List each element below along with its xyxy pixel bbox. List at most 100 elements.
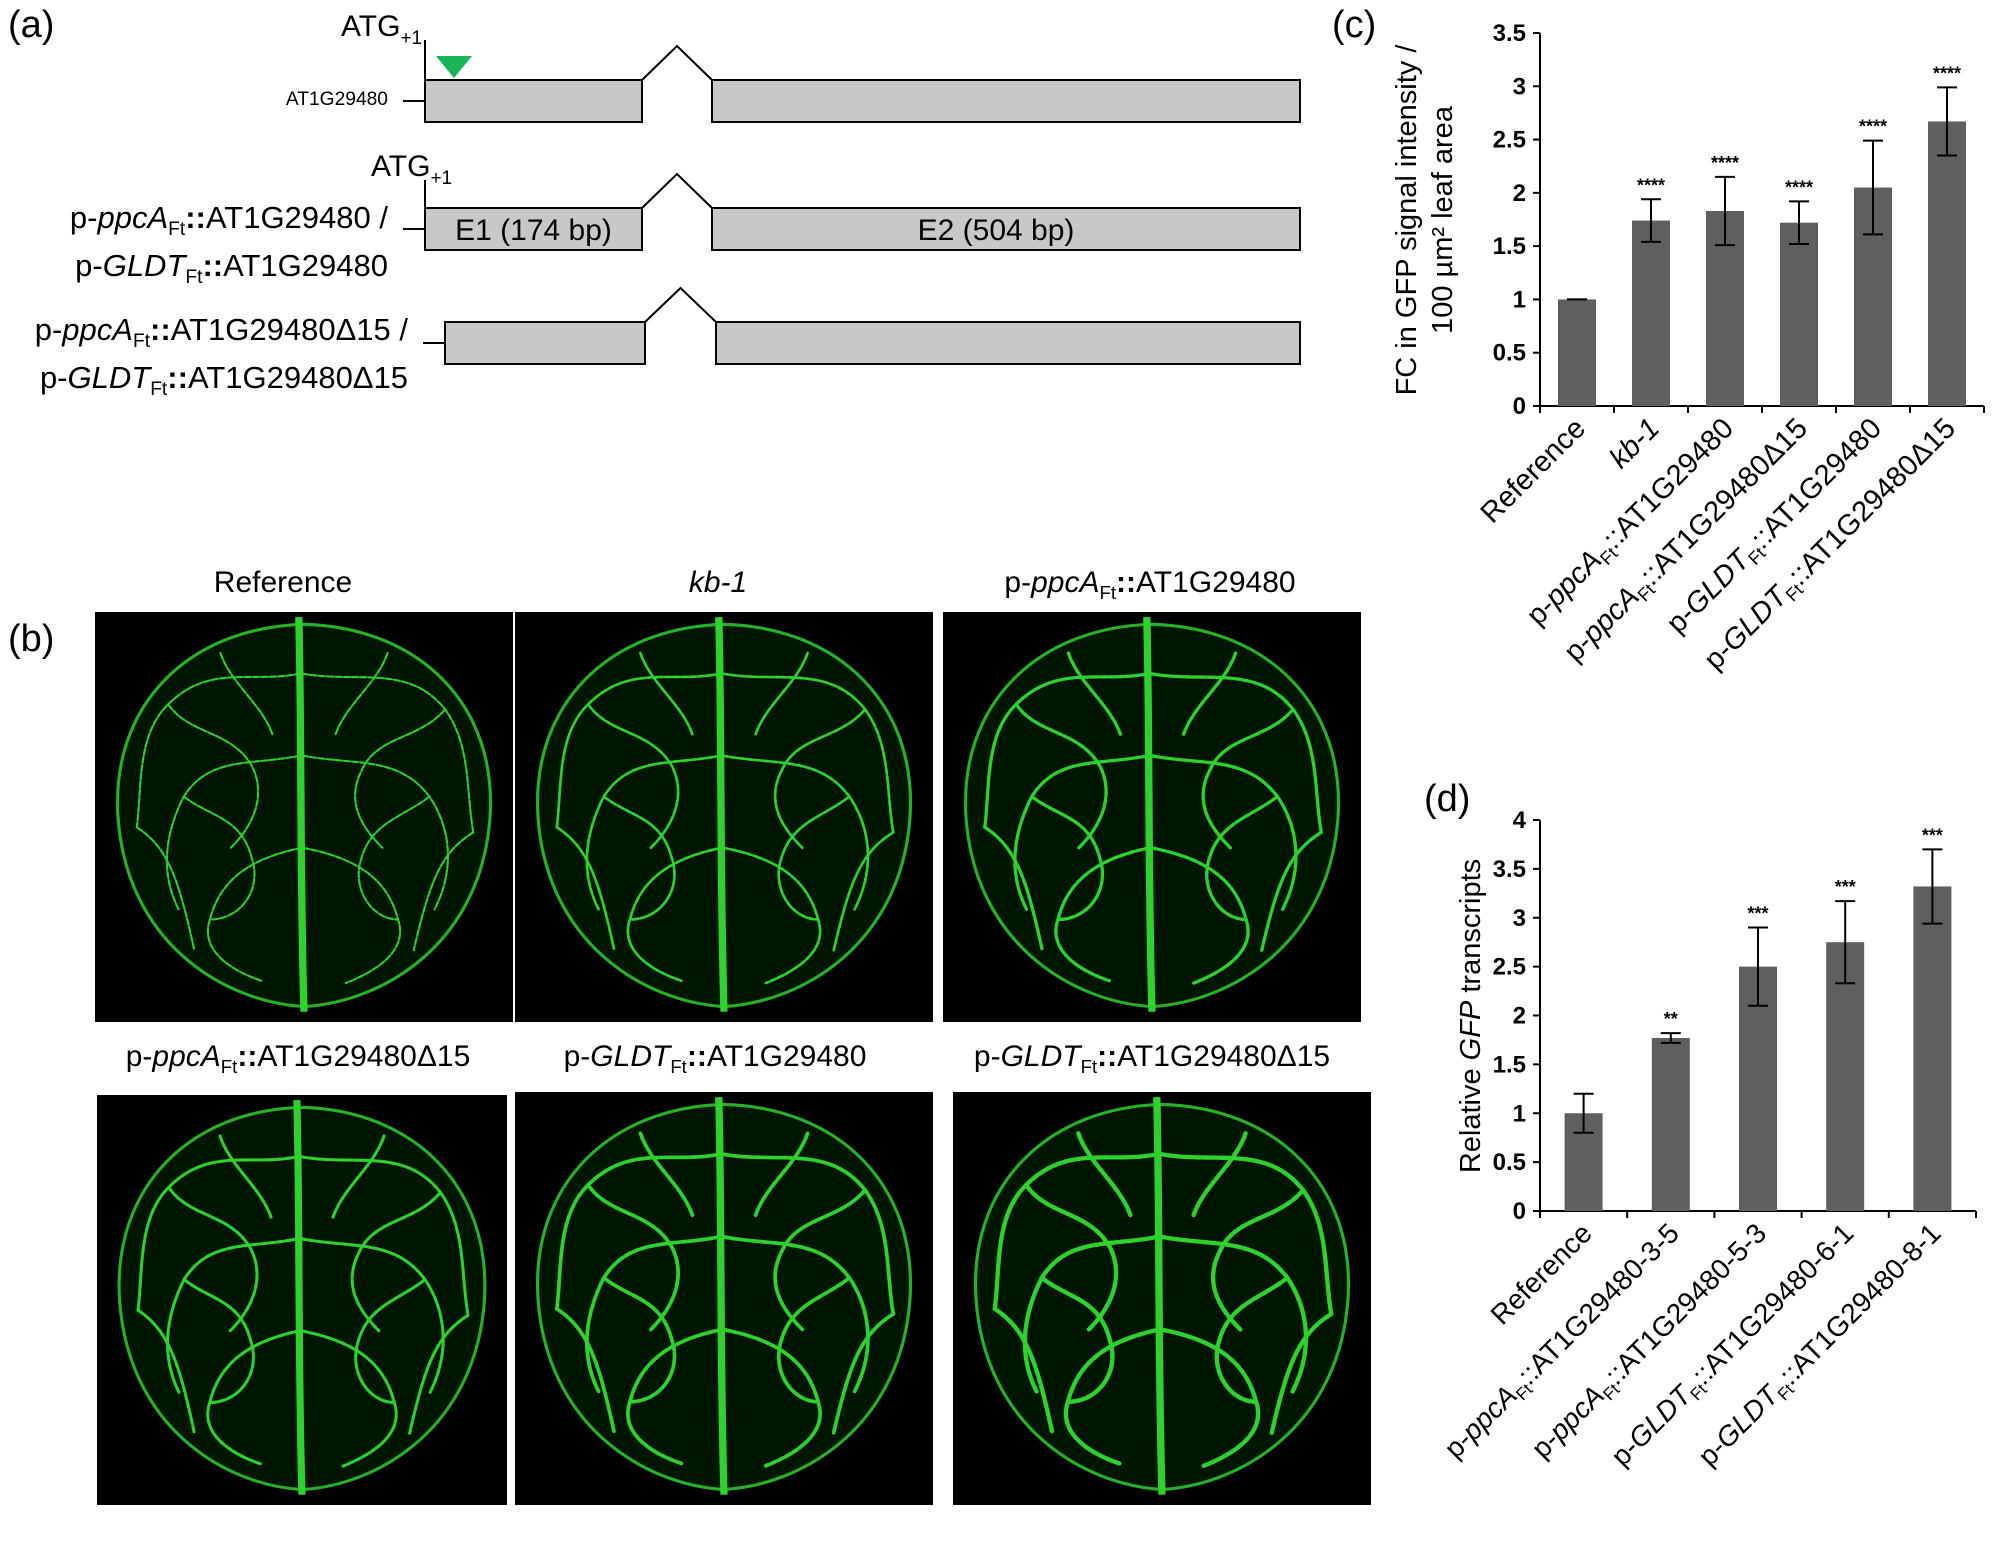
label-part: p- <box>1004 566 1032 599</box>
leaf-vein <box>219 651 274 737</box>
significance-label: **** <box>1859 117 1887 137</box>
leaf-vein <box>1260 830 1323 952</box>
bar <box>1780 222 1818 406</box>
exon-2-box <box>711 79 1301 123</box>
leaf-vein <box>1269 1311 1334 1435</box>
label-part: AT1G29480Δ15 <box>257 1040 471 1073</box>
label-part: p- <box>39 360 68 396</box>
bar <box>1651 1037 1690 1211</box>
gene-label-line: p-ppcAFt::AT1G29480Δ15 / <box>35 312 408 360</box>
label-part: kb-1 <box>688 566 748 599</box>
significance-label: **** <box>1711 153 1739 173</box>
exon-1-label: E1 (174 bp) <box>455 214 612 247</box>
atg-label: ATG+1 <box>371 150 452 189</box>
exon-2-box <box>711 207 1301 251</box>
leaf-vein <box>1210 1187 1306 1332</box>
label-part: :: <box>167 360 188 396</box>
leaf-vein <box>831 1312 896 1435</box>
bar <box>1826 942 1865 1211</box>
leaf-gfp-image <box>515 1092 933 1505</box>
leaf-gfp-image <box>943 612 1361 1022</box>
leaf-vein <box>1076 1131 1133 1219</box>
y-tick-label: 1 <box>1513 286 1526 313</box>
label-part: p- <box>563 1040 591 1073</box>
chart-gfp-signal: 00.511.522.533.5Reference****kb-1****p-p… <box>1391 20 1985 676</box>
gene-label-line: p-GLDTFt::AT1G29480 <box>70 248 388 296</box>
sgRNA-triangle-icon <box>436 56 472 78</box>
leaf-vein <box>1181 651 1238 737</box>
leaf-vein <box>1205 794 1280 922</box>
label-part: Ft <box>168 219 186 241</box>
label-part: AT1G29480 <box>706 1040 867 1073</box>
label-part: :: <box>150 312 171 347</box>
label-part: GLDT <box>590 1040 671 1073</box>
y-tick-label: 2 <box>1513 180 1526 207</box>
label-part: Ft <box>150 379 168 401</box>
bar <box>1558 299 1596 406</box>
y-tick-label: 3 <box>1513 73 1526 100</box>
leaf-vein <box>586 702 680 850</box>
leaf-vein <box>1191 1131 1248 1219</box>
leaf-vein <box>167 703 260 849</box>
leaf-vein <box>136 1308 196 1435</box>
panel-b-letter: (b) <box>8 618 55 660</box>
label-part: GLDT <box>67 360 151 396</box>
chart-gfp-transcripts: 00.511.522.533.54Reference**p-ppcAFt::AT… <box>1438 807 1977 1472</box>
label-part: AT1G29480Δ15 <box>187 360 408 396</box>
y-axis-label: FC in GFP signal intensity /100 µm² leaf… <box>1391 44 1459 396</box>
label-part: ppcA <box>97 200 169 235</box>
leaf-vein <box>602 795 676 921</box>
leaf-image-label: kb-1 <box>418 566 1018 600</box>
leaf-image-label: p-GLDTFt::AT1G29480Δ15 <box>852 1040 1452 1078</box>
leaf-gfp-image <box>953 1092 1371 1505</box>
leaf-midrib <box>1153 1097 1166 1495</box>
atg-label: ATG+1 <box>341 10 422 49</box>
leaf-vein <box>638 1131 695 1218</box>
intron-line <box>641 172 713 209</box>
label-part: p- <box>973 1040 1001 1073</box>
gene-row-2: ATG+1E1 (174 bp) E2 (504 bp) <box>371 150 1301 251</box>
label-part: GLDT <box>102 248 186 284</box>
significance-label: **** <box>1637 175 1665 195</box>
gene-label-line: AT1G29480 <box>286 70 388 118</box>
x-tick-label: kb-1 <box>1603 412 1666 475</box>
leaf-vein <box>1030 794 1105 922</box>
leaf-vein <box>773 1188 867 1332</box>
label-part: GLDT <box>1000 1040 1081 1073</box>
x-tick-label: Reference <box>1475 412 1592 529</box>
leaf-vein <box>206 1329 302 1466</box>
significance-label: **** <box>1933 63 1961 83</box>
leaf-vein <box>182 1277 255 1405</box>
y-tick-label: 2 <box>1513 1003 1526 1030</box>
significance-label: **** <box>1785 177 1813 197</box>
label-part: :: <box>237 1040 258 1073</box>
y-tick-label: 3.5 <box>1493 856 1526 883</box>
leaf-image-label: Reference <box>0 566 583 600</box>
leaf-vein <box>1039 1275 1115 1404</box>
leaf-vein <box>773 708 867 850</box>
leaf-vein <box>1014 702 1108 850</box>
exon-2-label: E2 (504 bp) <box>918 214 1075 247</box>
leaf-image-label: p-ppcAFt::AT1G29480Δ15 <box>0 1040 598 1078</box>
leaf-vein <box>135 826 196 952</box>
significance-label: *** <box>1835 877 1856 897</box>
leaf-vein <box>1214 1275 1290 1404</box>
y-tick-label: 0 <box>1513 393 1526 420</box>
leaf-vein <box>626 846 724 983</box>
gene-label-line: p-GLDTFt::AT1G29480Δ15 <box>35 360 408 408</box>
leaf-midrib <box>295 617 308 1012</box>
leaf-vein <box>334 651 389 737</box>
label-part: Ft <box>132 331 151 353</box>
significance-label: ** <box>1664 1009 1678 1029</box>
label-part: AT1G29480 / <box>205 200 388 235</box>
y-tick-label: 1 <box>1513 1100 1526 1127</box>
label-part: Ft <box>1080 1056 1098 1077</box>
label-part: ppcA <box>152 1040 221 1073</box>
significance-label: *** <box>1747 904 1768 924</box>
significance-label: *** <box>1922 825 1943 845</box>
leaf-vein <box>167 1185 259 1333</box>
label-part: Reference <box>213 566 353 599</box>
bar <box>1739 966 1777 1211</box>
label-part: AT1G29480Δ15 <box>1117 1040 1331 1073</box>
